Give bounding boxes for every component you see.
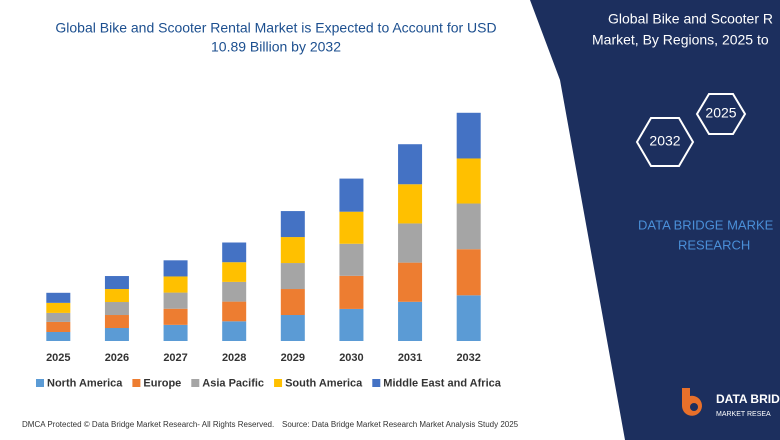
bar-segment <box>46 292 71 303</box>
bar-segment <box>46 321 71 332</box>
bar-segment <box>46 331 71 341</box>
bar-segment <box>456 203 481 250</box>
bar-segment <box>456 295 481 341</box>
bar-segment <box>339 211 364 244</box>
legend-swatch <box>132 379 141 387</box>
bar-segment <box>398 301 423 341</box>
x-tick-label: 2029 <box>281 352 305 364</box>
bar-segment <box>104 315 129 329</box>
bar-segment <box>104 289 129 303</box>
bar-segment <box>222 242 247 263</box>
legend-swatch <box>36 379 44 387</box>
bar-segment <box>163 292 188 309</box>
bar-segment <box>104 276 129 290</box>
legend-label: South America <box>285 377 363 389</box>
bar-segment <box>163 260 188 277</box>
bar-segment <box>222 281 247 302</box>
bar-segment <box>280 263 305 290</box>
footer-right: Source: Data Bridge Market Research Mark… <box>282 420 519 429</box>
legend-swatch <box>191 379 200 387</box>
x-tick-label: 2027 <box>163 352 187 364</box>
bar-segment <box>398 144 423 185</box>
bar-segment <box>398 223 423 263</box>
bar-segment <box>222 321 247 341</box>
bar-segment <box>104 328 129 341</box>
x-tick-label: 2025 <box>46 352 70 364</box>
footer-left: DMCA Protected © Data Bridge Market Rese… <box>22 420 274 429</box>
panel-brand: DATA BRIDGE MARKE <box>638 217 774 232</box>
side-panel <box>530 0 780 440</box>
bar-segment <box>163 276 188 293</box>
logo-tagline: MARKET RESEA <box>716 411 771 418</box>
x-tick-label: 2032 <box>456 352 480 364</box>
hexagon <box>695 93 747 135</box>
x-tick-label: 2026 <box>105 352 129 364</box>
bar-segment <box>339 308 364 341</box>
bar-segment <box>222 301 247 322</box>
legend-label: North America <box>47 377 123 389</box>
x-tick-label: 2031 <box>398 352 422 364</box>
bar-segment <box>398 262 423 302</box>
bar-segment <box>456 158 481 204</box>
chart-title: 10.89 Billion by 2032 <box>211 39 341 55</box>
logo-name: DATA BRID <box>716 392 780 406</box>
x-tick-label: 2030 <box>339 352 363 364</box>
legend-swatch <box>274 379 283 387</box>
bar-segment <box>46 312 71 322</box>
hex-label: 2032 <box>649 133 680 149</box>
bar-segment <box>456 112 481 159</box>
bar-segment <box>46 302 71 313</box>
legend-label: Middle East and Africa <box>383 377 501 389</box>
hexagon <box>635 117 695 167</box>
logo: DATA BRID MARKET RESEA <box>682 388 780 418</box>
legend-label: Europe <box>143 377 181 389</box>
legend-swatch <box>372 379 381 387</box>
bar-segment <box>280 237 305 264</box>
bar-segment <box>163 324 188 341</box>
logo-icon <box>690 403 698 411</box>
bar-segment <box>222 262 247 282</box>
bar-segment <box>104 302 129 316</box>
panel-title: Market, By Regions, 2025 to <box>592 32 769 48</box>
bar-segment <box>456 249 481 296</box>
bar-segment <box>339 275 364 309</box>
bar-segment <box>163 308 188 325</box>
bar-segment <box>280 315 305 341</box>
legend-label: Asia Pacific <box>202 377 264 389</box>
panel-title: Global Bike and Scooter R <box>608 11 773 27</box>
x-tick-label: 2028 <box>222 352 246 364</box>
bar-segment <box>339 178 364 212</box>
bar-segment <box>280 289 305 316</box>
hex-label: 2025 <box>705 105 736 121</box>
bar-segment <box>339 243 364 276</box>
panel-brand: RESEARCH <box>678 237 750 252</box>
bar-segment <box>398 184 423 224</box>
bar-segment <box>280 211 305 238</box>
chart-title: Global Bike and Scooter Rental Market is… <box>55 20 496 36</box>
